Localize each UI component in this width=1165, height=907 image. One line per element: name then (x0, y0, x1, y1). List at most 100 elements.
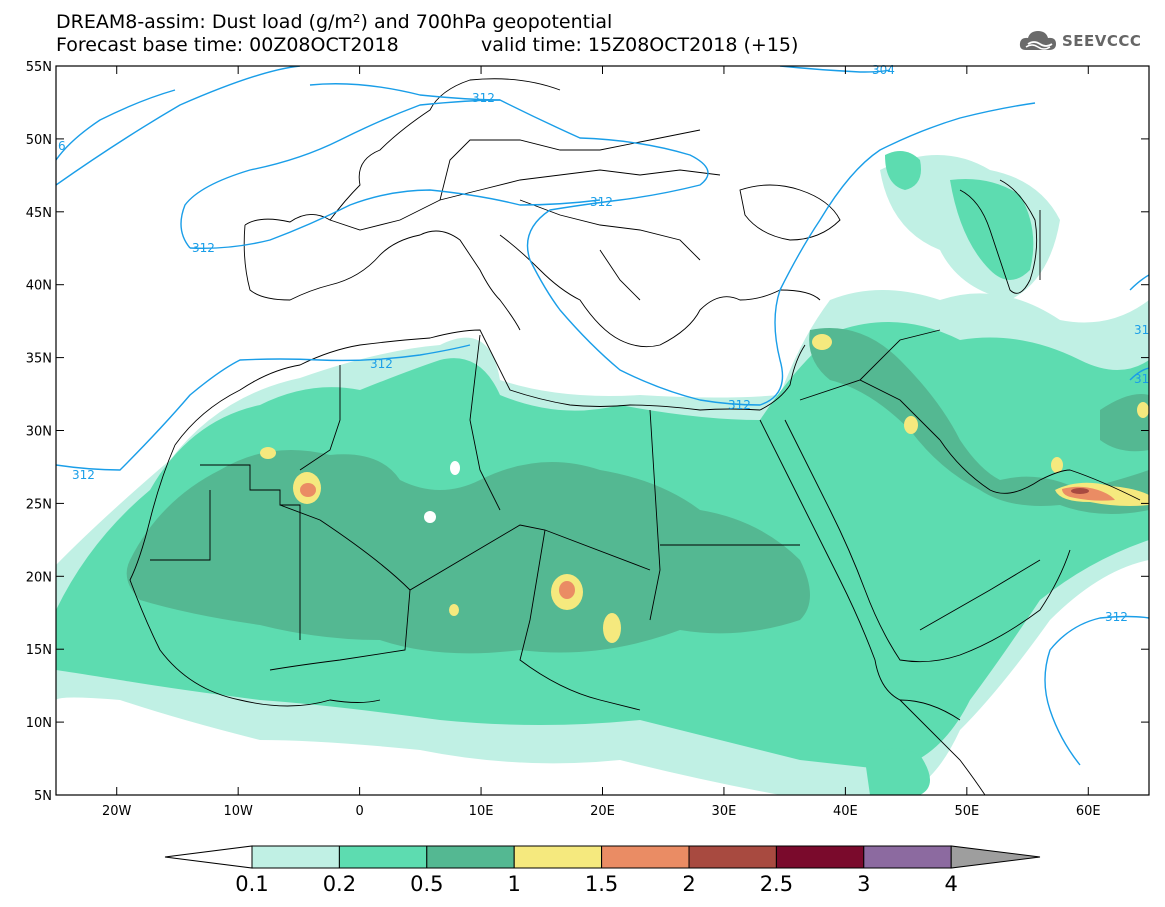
colorbar-segment (688, 845, 777, 869)
seevccc-logo: SEEVCCC (1018, 28, 1141, 54)
colorbar-tick-label: 0.2 (322, 872, 357, 896)
contour-31 (1129, 274, 1149, 291)
colorbar-tick-label: 0.5 (410, 872, 444, 896)
contour-label: 312 (472, 91, 495, 105)
dust-region-dark (126, 450, 810, 654)
map-title: DREAM8-assim: Dust load (g/m²) and 700hP… (56, 11, 613, 33)
contour-label: 31 (1134, 323, 1149, 337)
clear-patch (424, 511, 436, 523)
dust-region-dark-3 (1100, 394, 1149, 452)
coastline (129, 444, 381, 707)
coastline (739, 184, 841, 241)
border (299, 365, 341, 471)
lat-label: 40N (26, 279, 52, 294)
contour-label: 312 (72, 468, 95, 482)
contour-label: 312 (370, 357, 393, 371)
contour-label: 312 (192, 241, 215, 255)
border (329, 169, 721, 231)
colorbar-tick-label: 1 (507, 872, 521, 896)
dust-hotspot-yellow (1137, 402, 1149, 418)
contour-312 (56, 66, 301, 186)
forecast-base-time: Forecast base time: 00Z08OCT2018 (56, 34, 399, 56)
border (269, 589, 411, 671)
colorbar-segment (251, 845, 340, 869)
colorbar-tick-label: 4 (944, 872, 958, 896)
dust-region-medium-3 (885, 151, 921, 190)
lat-label: 45N (26, 206, 52, 221)
lon-label: 50E (954, 804, 979, 819)
coastline (899, 699, 986, 795)
colorbar (164, 845, 1041, 869)
border (469, 334, 501, 511)
coastline (939, 439, 1141, 501)
lon-axis: 20W 10W 0 10E 20E 30E 40E 50E 60E (102, 66, 1101, 819)
colorbar-over-arrow (950, 845, 1041, 869)
lon-label: 60E (1076, 804, 1101, 819)
colorbar-segment (863, 845, 952, 869)
valid-time: valid time: 15Z08OCT2018 (+15) (481, 34, 799, 56)
dust-hotspot-brown (1071, 488, 1089, 494)
lon-label: 10W (223, 804, 253, 819)
contour-304 (779, 66, 891, 73)
coastline (784, 419, 1071, 663)
colorbar-tick-label: 0.1 (235, 872, 269, 896)
coastline (759, 419, 961, 721)
lat-label: 15N (26, 643, 52, 658)
lat-label: 20N (26, 570, 52, 585)
border (200, 464, 301, 640)
coastline (244, 78, 561, 226)
colorbar-tick-label: 2.5 (759, 872, 794, 896)
contour-label: 312 (728, 398, 751, 412)
lat-label: 35N (26, 352, 52, 367)
lat-label: 50N (26, 133, 52, 148)
border (599, 249, 641, 301)
dust-hotspot-yellow (603, 613, 621, 643)
border (279, 504, 651, 591)
dust-hotspot-orange (559, 581, 575, 599)
dust-hotspot-orange (300, 483, 316, 497)
border (799, 379, 941, 441)
forecast-times: Forecast base time: 00Z08OCT2018 valid ti… (56, 34, 798, 56)
colorbar-tick-label: 1.5 (584, 872, 619, 896)
geopotential-contours (56, 66, 1149, 766)
border (519, 529, 641, 711)
contour-312 (1044, 615, 1149, 766)
contour-312 (309, 83, 1036, 406)
lat-label: 30N (26, 425, 52, 440)
coastline (243, 224, 521, 331)
lon-label: 0 (355, 804, 363, 819)
lon-label: 30E (712, 804, 737, 819)
dust-hotspot-yellow (904, 416, 918, 434)
lon-label: 20E (590, 804, 615, 819)
border (859, 329, 941, 381)
lon-label: 40E (833, 804, 858, 819)
logo-text: SEEVCCC (1062, 32, 1142, 50)
border (150, 490, 211, 561)
clear-patch (450, 461, 460, 475)
colorbar-under-arrow (164, 845, 253, 869)
contour-label: 312 (590, 195, 613, 209)
coastlines-and-borders (129, 78, 1141, 795)
colorbar-tick-label: 2 (682, 872, 696, 896)
colorbar-segment (513, 845, 603, 869)
coastline (174, 329, 806, 446)
coastline (959, 179, 1038, 294)
lat-label: 55N (26, 60, 52, 75)
colorbar-segment (338, 845, 428, 869)
contour-label: 312 (1105, 610, 1128, 624)
border (649, 409, 661, 621)
lon-label: 20W (102, 804, 132, 819)
cloud-icon (1019, 31, 1056, 50)
dust-hotspot-yellow (449, 604, 459, 616)
contour-label: 31 (1134, 372, 1149, 386)
contour-312 (180, 99, 501, 249)
dust-region-medium-2 (950, 179, 1034, 280)
contour-312 (56, 344, 471, 471)
dust-fields (56, 151, 1149, 795)
colorbar-segment (775, 845, 865, 869)
dust-region-medium-4 (865, 748, 930, 795)
border (439, 129, 701, 201)
contour-312 (189, 189, 601, 249)
lon-label: 10E (469, 804, 494, 819)
